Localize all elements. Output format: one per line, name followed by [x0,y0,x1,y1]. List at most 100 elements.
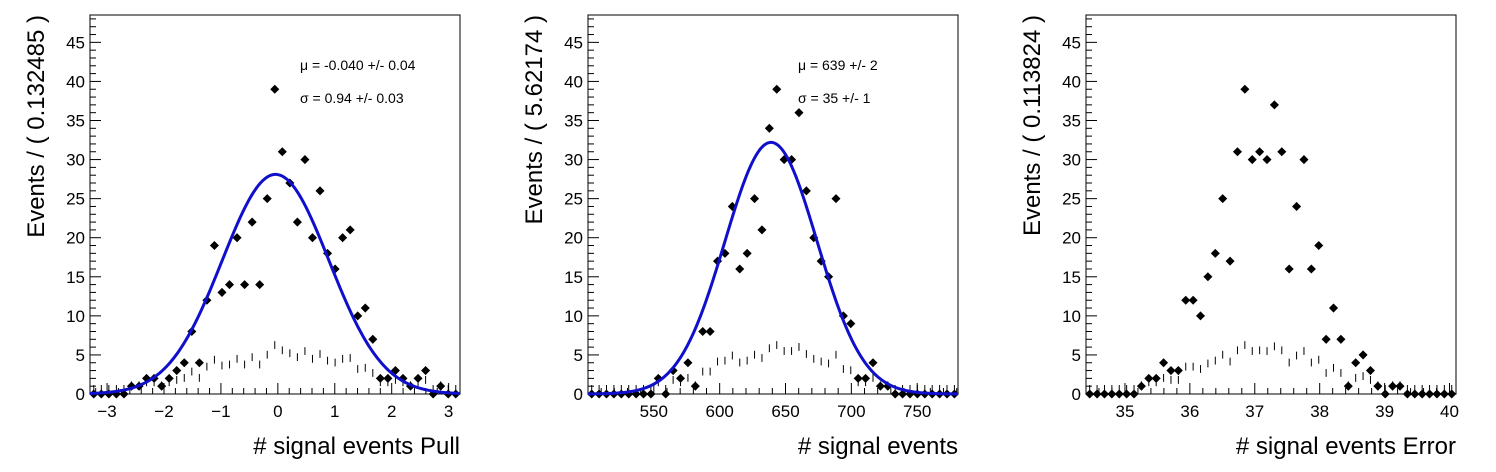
y-tick-label: 25 [1062,190,1081,209]
y-tick-label: 15 [564,268,583,287]
point-marker [1365,366,1375,376]
point-marker [164,373,174,383]
data-point [1351,358,1361,382]
data-point [846,319,856,375]
data-point [172,366,182,384]
data-point [787,155,797,355]
y-tick-label: 45 [564,33,583,52]
y-axis-title: Events / ( 5.62174 ) [521,15,548,224]
data-point [292,217,302,362]
y-tick-label: 40 [564,72,583,91]
data-point [1358,350,1368,381]
x-tick-label: −3 [97,402,116,421]
data-point [779,155,789,355]
data-point [157,381,167,391]
point-marker [1358,350,1368,360]
data-point [262,194,272,359]
data-point [285,178,295,358]
data-point [1314,241,1324,364]
point-marker [315,186,325,196]
data-point [1144,373,1154,387]
data-point [1210,248,1220,365]
point-marker [661,389,671,399]
data-point [676,373,686,387]
data-point [1432,385,1442,399]
point-marker [1129,389,1139,399]
x-tick-label: 35 [1115,402,1134,421]
x-tick-label: 39 [1375,402,1394,421]
y-tick-label: 10 [564,307,583,326]
data-point [1277,147,1287,355]
y-tick-label: 0 [574,385,583,404]
plot-frame [587,14,959,395]
y-tick-label: 15 [1062,268,1081,287]
data-point [750,194,760,359]
y-tick-label: 40 [66,72,85,91]
data-point [1225,256,1235,366]
y-tick-label: 30 [1062,151,1081,170]
y-tick-label: 0 [1072,385,1081,404]
data-point [1321,334,1331,377]
point-marker [1380,389,1390,399]
point-marker [772,84,782,94]
y-tick-label: 0 [76,385,85,404]
x-tick-label: 2 [387,402,396,421]
data-point [1380,385,1390,399]
data-point [1240,84,1250,349]
point-marker [421,366,431,376]
data-point [683,358,693,382]
point-marker [794,108,804,118]
point-marker [1203,272,1213,282]
data-point [1299,155,1309,355]
data-point [601,385,612,399]
fit-curve [89,172,461,395]
data-point [270,84,280,349]
point-marker [750,194,760,204]
x-axis-title: # signal events [798,433,958,460]
point-marker [1247,155,1257,165]
point-marker [1336,334,1346,344]
data-point [194,358,204,382]
data-point [816,256,826,366]
data-point [1218,194,1228,359]
point-marker [1395,381,1405,391]
data-point [1247,155,1257,355]
point-marker [676,373,686,383]
data-point [1269,100,1279,351]
data-point [1373,381,1383,391]
data-point [1232,147,1242,355]
point-marker [1447,389,1457,399]
y-tick-label: 35 [564,111,583,130]
y-tick-label: 15 [66,268,85,287]
point-marker [1277,147,1287,157]
data-point [383,373,393,387]
y-tick-label: 35 [1062,111,1081,130]
data-point [1255,147,1265,355]
point-marker [698,326,708,337]
data-point [345,225,355,362]
data-point [587,385,597,399]
data-point [690,381,700,391]
data-point [1395,381,1405,391]
point-marker [1351,358,1361,368]
x-tick-label: 40 [1440,402,1459,421]
point-marker [240,280,250,290]
point-marker [247,217,257,227]
y-axis-title: Events / ( 0.113824 ) [1019,15,1046,236]
x-tick-label: 3 [444,402,453,421]
point-marker [690,381,700,391]
point-marker [1343,381,1353,391]
point-marker [270,84,280,94]
data-point [1151,373,1161,387]
point-marker [179,358,189,368]
y-tick-label: 45 [1062,33,1081,52]
data-point [831,194,841,359]
data-point [1114,385,1124,399]
data-point [247,217,257,362]
point-marker [831,194,841,204]
point-marker [194,358,204,368]
y-tick-label: 20 [564,229,583,248]
data-point [1181,295,1191,371]
point-marker [217,287,227,297]
